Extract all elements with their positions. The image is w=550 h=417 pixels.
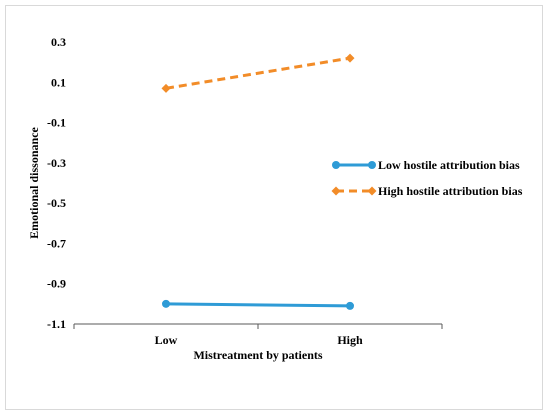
y-tick-label: 0.1: [51, 75, 66, 89]
y-axis-ticks: -1.1 -0.9 -0.7 -0.5 -0.3 -0.1 0.1 0.3: [47, 35, 66, 331]
y-tick-label: -0.1: [47, 116, 66, 130]
data-point: [161, 83, 171, 93]
x-tick-label: Low: [155, 333, 178, 347]
y-axis-title: Emotional dissonance: [27, 126, 41, 238]
x-tick-label: High: [337, 333, 363, 347]
legend-marker-low-hab: [368, 161, 376, 169]
legend-label-low-hab: Low hostile attribution bias: [378, 158, 520, 172]
y-tick-label: -1.1: [47, 317, 66, 331]
data-point: [162, 299, 170, 308]
chart-frame: [5, 5, 543, 410]
series-line-high-hab: [165, 56, 351, 90]
legend-item-high-hab: High hostile attribution bias: [331, 184, 523, 198]
y-tick-label: -0.9: [47, 277, 66, 291]
legend: Low hostile attribution bias High hostil…: [331, 158, 523, 198]
y-tick-label: -0.5: [47, 196, 66, 210]
y-tick-label: -0.3: [47, 156, 66, 170]
data-point: [345, 53, 355, 63]
legend-marker-low-hab: [332, 161, 340, 169]
legend-label-high-hab: High hostile attribution bias: [378, 184, 523, 198]
y-tick-label: -0.7: [47, 236, 66, 250]
series-layer: [161, 53, 355, 310]
x-axis-title: Mistreatment by patients: [193, 348, 322, 362]
legend-item-low-hab: Low hostile attribution bias: [332, 158, 520, 172]
series-line-low-hab: [165, 302, 351, 308]
legend-marker-high-hab: [331, 186, 341, 196]
x-axis-ticks: Low High: [73, 324, 443, 347]
legend-marker-high-hab: [367, 186, 377, 196]
y-tick-label: 0.3: [51, 35, 66, 49]
data-point: [346, 301, 354, 310]
